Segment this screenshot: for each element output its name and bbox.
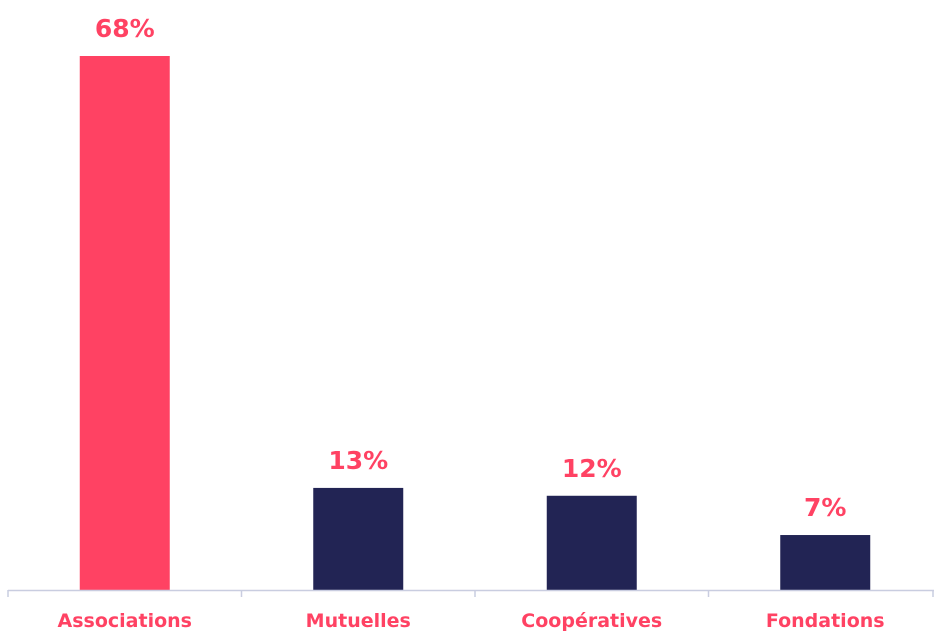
bars-layer: [79, 56, 871, 590]
category-label-mutuelles: Mutuelles: [306, 610, 411, 632]
bar-associations: [79, 56, 170, 590]
bar-mutuelles: [313, 487, 404, 590]
category-label-associations: Associations: [58, 610, 192, 632]
data-labels-layer: 68% 13% 12% 7%: [95, 14, 847, 522]
x-axis: [7, 589, 934, 597]
category-labels-layer: Associations Mutuelles Coopératives Fondati…: [58, 610, 885, 632]
data-label-mutuelles: 13%: [328, 446, 388, 475]
data-label-fondations: 7%: [804, 493, 846, 522]
data-label-associations: 68%: [95, 14, 155, 43]
category-label-fondations: Fondations: [766, 610, 885, 632]
bar-fondations: [780, 535, 871, 590]
bar-cooperatives: [546, 495, 637, 590]
category-label-cooperatives: Coopératives: [521, 610, 662, 632]
data-label-cooperatives: 12%: [562, 454, 622, 483]
